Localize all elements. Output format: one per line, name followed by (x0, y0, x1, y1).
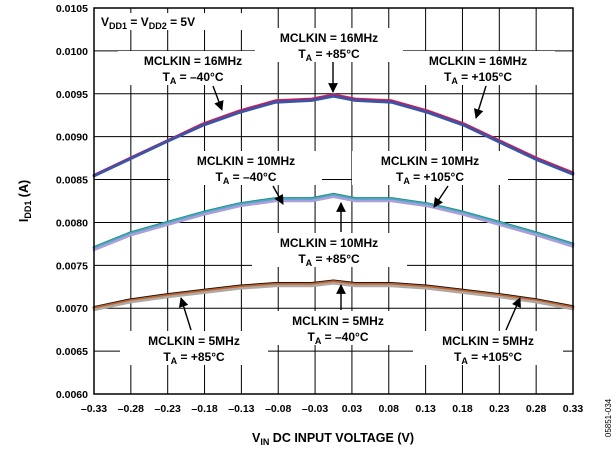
x-tick-label: 0.08 (379, 403, 400, 415)
annotation-5mhz-85c: MCLKIN = 5MHz TA = +85°C (148, 334, 240, 366)
x-tick-label: 0.28 (526, 403, 547, 415)
series-line-8 (92, 281, 575, 312)
y-tick-label: 0.0065 (56, 346, 88, 358)
arrow-10mhz-105c (433, 185, 449, 208)
x-tick-label: 0.23 (489, 403, 510, 415)
series-layer (92, 93, 575, 312)
annotation-5mhz-105c: MCLKIN = 5MHz TA = +105°C (442, 334, 534, 366)
annotation-5mhz-m40c: MCLKIN = 5MHz TA = –40°C (292, 314, 384, 346)
y-tick-label: 0.0080 (56, 217, 88, 229)
annotation-10mhz-85c: MCLKIN = 10MHz TA = +85°C (280, 236, 378, 268)
x-tick-label: –0.03 (302, 403, 328, 415)
annotation-16mhz-105c: MCLKIN = 16MHz TA = +105°C (429, 54, 527, 86)
y-tick-label: 0.0075 (56, 260, 88, 272)
y-tick-label: 0.0105 (56, 3, 88, 15)
x-tick-label: –0.33 (81, 403, 107, 415)
annotation-boxes (97, 13, 563, 365)
y-tick-label: 0.0060 (56, 389, 88, 401)
y-tick-labels: 0.0060 0.0065 0.0070 0.0075 0.0080 0.0085 0.00… (56, 3, 88, 401)
arrow-5mhz-105c (505, 297, 521, 331)
annotation-16mhz-85c: MCLKIN = 16MHz TA = +85°C (280, 31, 378, 63)
x-tick-label: 0.13 (415, 403, 436, 415)
x-tick-label: –0.23 (155, 403, 181, 415)
series-line-7 (92, 280, 575, 310)
series-line-5 (92, 195, 575, 252)
arrow-10mhz-m40c (272, 185, 284, 205)
y-tick-label: 0.0070 (56, 303, 88, 315)
plot-frame (93, 7, 574, 395)
arrow-16mhz-m40c (212, 85, 224, 111)
annotation-supply: VDD1 = VDD2 = 5V (101, 15, 195, 31)
series-line-2 (92, 95, 575, 178)
y-tick-label: 0.0090 (56, 132, 88, 144)
arrow-5mhz-85c (178, 297, 192, 331)
x-tick-label: –0.18 (191, 403, 217, 415)
x-tick-label: 0.03 (342, 403, 363, 415)
figure-id: 05851-034 (604, 398, 613, 437)
annotation-10mhz-m40c: MCLKIN = 10MHz TA = –40°C (197, 154, 295, 186)
y-tick-label: 0.0095 (56, 89, 88, 101)
y-tick-label: 0.0100 (56, 46, 88, 58)
y-tick-label: 0.0085 (56, 175, 88, 187)
annotation-16mhz-m40c: MCLKIN = 16MHz TA = –40°C (144, 54, 242, 86)
x-tick-label: 0.33 (563, 403, 584, 415)
annotation-arrows (178, 62, 521, 331)
series-line-4 (92, 193, 575, 250)
annotation-10mhz-105c: MCLKIN = 10MHz TA = +105°C (381, 154, 479, 186)
x-axis-title: VIN DC INPUT VOLTAGE (V) (252, 431, 414, 447)
x-tick-label: 0.18 (452, 403, 473, 415)
arrow-16mhz-105c (473, 85, 487, 119)
x-tick-label: –0.08 (265, 403, 291, 415)
y-axis-title: IDD1 (A) (17, 180, 33, 222)
x-tick-label: –0.28 (118, 403, 144, 415)
x-tick-labels: –0.33 –0.28 –0.23 –0.18 –0.13 –0.08 –0.03 0.03 0… (81, 403, 584, 415)
x-tick-label: –0.13 (228, 403, 254, 415)
